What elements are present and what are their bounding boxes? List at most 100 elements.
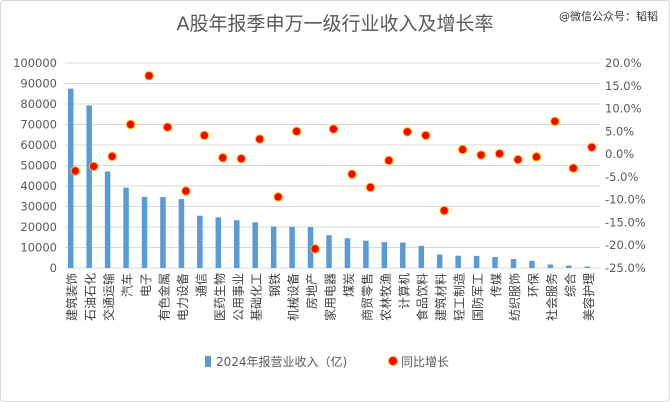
dot [255,134,265,144]
dot [328,124,339,134]
left-tick-label: 20000 [20,220,57,234]
dot [162,122,173,132]
right-tick-label: -10.0% [605,193,646,207]
dot [476,150,486,160]
bar [455,255,461,268]
x-tick-label: 环保 [526,273,540,297]
dot [568,163,579,173]
x-tick-label: 基础化工 [250,273,264,321]
x-tick-label: 纺织服饰 [508,273,522,321]
bar [123,187,129,268]
x-tick-label: 交通运输 [101,273,116,321]
legend: 2024年报营业收入（亿) 同比增长 [205,354,449,369]
left-tick-label: 80000 [20,97,57,111]
x-tick-label: 机械设备 [286,273,301,321]
bar [547,264,554,268]
x-tick-label: 社会服务 [544,273,559,321]
bar [104,171,111,268]
dot [70,166,80,176]
dot [421,130,431,141]
dot [181,186,191,196]
left-tick-label: 40000 [20,179,57,193]
right-tick-label: -25.0% [605,261,646,275]
right-tick-label: -5.0% [605,170,638,184]
left-tick-label: 30000 [20,200,57,214]
legend-bar-swatch [205,356,211,367]
watermark: @微信公众号：韬韬 [559,10,658,23]
bar [436,254,443,268]
x-tick-label: 汽车 [120,273,135,297]
left-axis-ticks: 0 10000 20000 30000 40000 50000 60000 70000 8000… [13,56,57,275]
x-tick-label: 公用事业 [231,273,245,321]
left-tick-label: 0 [50,261,57,275]
dot [494,148,505,159]
left-tick-label: 70000 [20,118,57,132]
dot [347,169,357,179]
x-tick-label: 家用电器 [323,273,338,321]
bar [215,217,222,268]
dot [587,142,597,152]
legend-dot-label: 同比增长 [401,355,449,369]
bar [566,265,572,268]
bar [289,226,295,268]
x-tick-label: 有色金属 [156,273,171,321]
bar-series [67,88,591,268]
x-tick-label: 农林牧渔 [379,273,393,321]
bar [381,242,388,268]
bar [510,258,517,268]
right-tick-label: 20.0% [605,56,642,70]
x-tick-label: 美容护理 [581,273,596,321]
dot [365,182,376,193]
dot [457,144,468,155]
bar [86,105,92,268]
dot [107,151,117,162]
dot [273,192,283,202]
x-tick-label: 轻工制造 [453,273,467,321]
bar [418,245,424,268]
right-axis-ticks: -25.0% -20.0% -15.0% -10.0% -5.0% 0.0% 5.0% 10.… [605,56,646,275]
x-tick-label: 食品饮料 [415,273,430,321]
legend-dot-swatch [388,356,398,366]
left-tick-label: 100000 [13,56,57,70]
x-tick-label: 建筑材料 [433,273,448,321]
bar [492,256,498,268]
dot [531,152,542,162]
dot [513,154,523,165]
dot [88,161,99,172]
bar [473,255,480,268]
bar [307,227,314,268]
bar [67,88,74,268]
left-tick-label: 10000 [20,241,57,255]
x-tick-label: 电子 [139,273,153,297]
dot-series [70,71,597,254]
left-tick-label: 90000 [20,77,57,91]
x-tick-label: 医药生物 [213,273,227,321]
right-tick-label: 5.0% [605,124,634,138]
x-tick-label: 计算机 [396,273,411,309]
dot [550,116,560,127]
right-tick-label: -15.0% [605,215,646,229]
bar [400,242,406,268]
x-tick-label: 综合 [562,273,577,297]
dot [384,155,394,166]
bar [529,260,535,268]
bar [270,226,277,268]
bar [363,240,369,268]
bar [160,197,166,268]
bar [234,220,240,268]
x-tick-label: 建筑装饰 [64,273,79,321]
left-tick-label: 60000 [20,138,57,152]
x-tick-label: 国防军工 [470,273,485,321]
dot [402,127,412,137]
x-tick-label: 商贸零售 [359,273,374,321]
x-axis-ticks: 建筑装饰 石油石化 交通运输 汽车 电子 有色金属 电力设备 通信 医药生物 公用事业 基础化工 钢铁… [64,273,596,321]
dot [310,244,320,254]
x-tick-label: 传媒 [489,273,504,297]
dot [439,205,449,216]
bar [178,199,185,268]
gridlines [65,62,600,269]
bar [344,238,351,268]
right-tick-label: 0.0% [605,147,634,161]
